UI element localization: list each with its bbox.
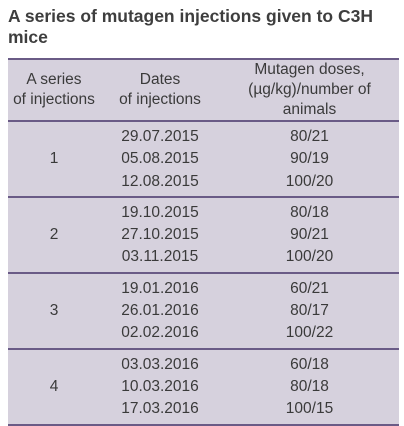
injections-table: A series of injections Dates of injectio…	[8, 58, 399, 426]
dose-value: 60/18	[290, 355, 329, 373]
date-value: 02.02.2016	[121, 324, 199, 342]
page-title: A series of mutagen injections given to …	[8, 6, 373, 47]
date-value: 17.03.2016	[121, 400, 199, 418]
column-header-series: A series of injections	[8, 59, 100, 122]
dose-value: 100/20	[285, 172, 334, 190]
dose-value: 100/22	[285, 324, 334, 342]
series-cell: 3	[8, 271, 100, 349]
dose-value: 80/18	[290, 203, 329, 221]
date-value: 03.03.2016	[121, 355, 199, 373]
column-header-line: Dates	[139, 71, 181, 88]
header-row: A series of injections Dates of injectio…	[8, 59, 399, 122]
date-value: 10.03.2016	[121, 377, 199, 395]
dates-cell: 19.10.2015 27.10.2015 03.11.2015	[100, 195, 220, 273]
dose-value: 90/21	[290, 226, 329, 244]
date-value: 29.07.2015	[121, 128, 199, 145]
table-header: A series of injections Dates of injectio…	[8, 59, 399, 122]
series-cell: 4	[8, 347, 100, 425]
column-header-line: of injections	[119, 91, 201, 108]
dose-value: 60/21	[290, 279, 329, 297]
date-value: 03.11.2015	[121, 248, 199, 266]
dose-value: 80/18	[290, 377, 329, 395]
table-body: 1 29.07.2015 05.08.2015 12.08.2015 80/21…	[8, 121, 399, 425]
table-row: 2 19.10.2015 27.10.2015 03.11.2015 80/18…	[8, 195, 399, 273]
table-row: 1 29.07.2015 05.08.2015 12.08.2015 80/21…	[8, 121, 399, 197]
dates-cell: 03.03.2016 10.03.2016 17.03.2016	[100, 347, 220, 425]
doses-cell: 60/18 80/18 100/15	[220, 347, 399, 425]
table-row: 3 19.01.2016 26.01.2016 02.02.2016 60/21…	[8, 271, 399, 349]
doses-cell: 80/18 90/21 100/20	[220, 195, 399, 273]
dose-value: 100/20	[285, 248, 334, 266]
dose-value: 80/17	[290, 302, 329, 320]
dose-value: 80/21	[290, 128, 329, 145]
dates-cell: 19.01.2016 26.01.2016 02.02.2016	[100, 271, 220, 349]
column-header-line: A series	[26, 71, 82, 88]
date-value: 19.01.2016	[121, 279, 199, 297]
date-value: 27.10.2015	[121, 226, 199, 244]
column-header-line: (µg/kg)/number of animals	[248, 81, 371, 118]
date-value: 12.08.2015	[121, 172, 199, 190]
series-cell: 1	[49, 149, 59, 167]
series-cell: 2	[8, 195, 100, 273]
column-header-dates: Dates of injections	[100, 59, 220, 122]
column-header-line: of injections	[13, 91, 95, 108]
dose-value: 90/19	[290, 150, 329, 168]
table-row: 4 03.03.2016 10.03.2016 17.03.2016 60/18…	[8, 347, 399, 425]
date-value: 26.01.2016	[121, 302, 199, 320]
doses-cell: 80/21 90/19 100/20	[220, 121, 399, 197]
column-header-line: Mutagen doses,	[254, 61, 365, 78]
date-value: 19.10.2015	[121, 203, 199, 221]
date-value: 05.08.2015	[121, 150, 199, 168]
dose-value: 100/15	[285, 400, 334, 418]
doses-cell: 60/21 80/17 100/22	[220, 271, 399, 349]
column-header-doses: Mutagen doses, (µg/kg)/number of animals	[220, 59, 399, 122]
dates-cell: 29.07.2015 05.08.2015 12.08.2015	[100, 121, 220, 197]
